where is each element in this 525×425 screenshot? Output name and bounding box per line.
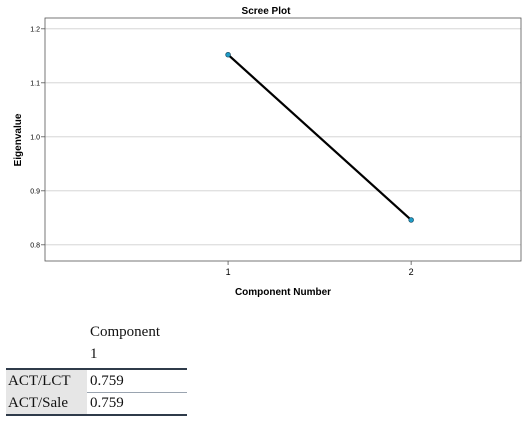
- table-header-number: 1: [90, 346, 98, 362]
- plot-frame: [44, 17, 522, 262]
- series-eigenvalues: [225, 52, 414, 223]
- data-point: [225, 52, 231, 58]
- y-tick-label: 1.0: [30, 134, 40, 141]
- series-line: [227, 53, 412, 221]
- y-axis-ticks: 0.8 0.9 1.0 1.1 1.2: [30, 26, 45, 249]
- row-value: 0.759: [90, 373, 124, 389]
- row-label: ACT/LCT: [6, 370, 87, 392]
- data-point: [408, 217, 414, 223]
- x-tick-label: 2: [409, 267, 414, 277]
- grid-lines: [45, 28, 521, 246]
- y-tick-label: 0.9: [30, 188, 40, 195]
- x-tick-label: 1: [226, 267, 231, 277]
- y-tick-label: 1.1: [30, 80, 40, 87]
- table-row: ACT/Sale 0.759: [6, 392, 187, 416]
- table-header-component: Component: [90, 324, 160, 340]
- x-axis-label: Component Number: [235, 287, 331, 298]
- y-axis-label: Eigenvalue: [13, 113, 24, 166]
- row-value: 0.759: [90, 395, 124, 411]
- y-tick-label: 1.2: [30, 26, 40, 33]
- row-label: ACT/Sale: [6, 392, 87, 414]
- y-tick-label: 0.8: [30, 242, 40, 249]
- chart-title: Scree Plot: [242, 6, 292, 17]
- table-row: ACT/LCT 0.759: [6, 368, 187, 393]
